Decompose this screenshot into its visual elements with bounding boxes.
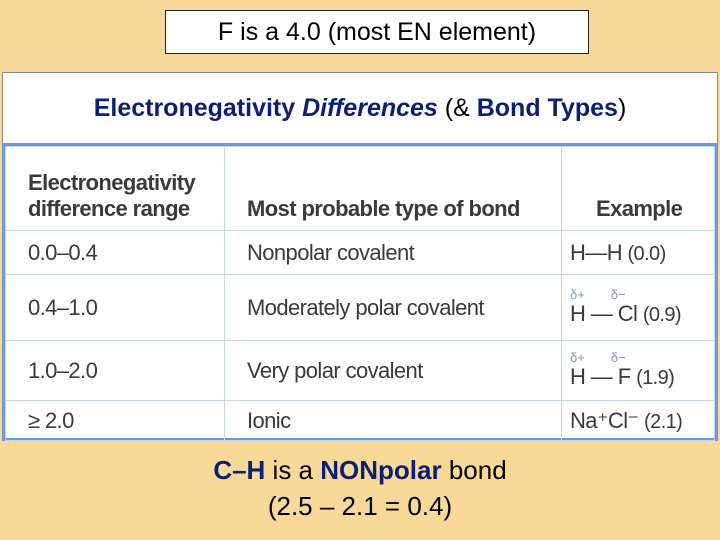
header-cell: Most probable type of bond [224, 146, 562, 231]
footer-line: (2.5 – 2.1 = 0.4) [267, 491, 453, 521]
footer-text: NONpolar [320, 455, 442, 485]
range-cell: 0.0–0.4 [5, 230, 225, 275]
bond-table: Electronegativity difference range Most p… [5, 146, 715, 441]
title-text: Differences [302, 93, 438, 122]
header-text: difference range [28, 196, 190, 221]
range-cell: 0.4–1.0 [5, 274, 225, 341]
example-cell: δ+ δ− H — Cl (0.9) [561, 274, 715, 341]
bond-type-cell: Ionic [224, 400, 562, 441]
bond-type-cell: Very polar covalent [224, 340, 562, 401]
footer-text: bond [441, 455, 507, 485]
title-text: Bond Types [476, 93, 618, 122]
header-row: Electronegativity difference range Most p… [5, 146, 715, 231]
header-text: Electronegativity [28, 170, 196, 195]
example-cell: δ+ δ− H — F (1.9) [561, 340, 715, 401]
example-formula: Na⁺Cl⁻ [570, 407, 639, 433]
example-value: (1.9) [636, 367, 675, 389]
example-value: (0.9) [642, 304, 682, 326]
example-formula: H—H [570, 239, 623, 265]
example-formula: H — Cl [570, 301, 638, 326]
footer-text: C–H [213, 455, 266, 485]
range-cell: 1.0–2.0 [5, 340, 225, 401]
example-cell: H—H (0.0) [561, 230, 715, 275]
partial-charges: δ+ δ− [570, 288, 714, 301]
bond-type-cell: Nonpolar covalent [224, 230, 562, 275]
footer-text: is a [265, 455, 321, 485]
title-text: ) [617, 93, 627, 122]
bond-type-cell: Moderately polar covalent [224, 274, 562, 341]
example-cell: Na⁺Cl⁻ (2.1) [561, 400, 715, 441]
table-body: Electronegativity difference range Most p… [5, 146, 715, 441]
table: Electronegativity difference range Most p… [2, 143, 718, 441]
table-row: 1.0–2.0 Very polar covalent δ+ δ− H — F (1.9… [5, 340, 715, 401]
partial-charge: δ− [610, 287, 626, 302]
header-cell: Electronegativity difference range [5, 146, 225, 231]
partial-charges: δ+ δ− [570, 351, 714, 364]
range-cell: ≥ 2.0 [5, 400, 225, 441]
example-formula: H — F [570, 364, 631, 389]
table-row: ≥ 2.0 Ionic Na⁺Cl⁻ (2.1) [5, 400, 715, 441]
partial-charge: δ+ [570, 287, 585, 302]
partial-charge: δ+ [570, 350, 585, 365]
title: Electronegativity Differences (& Bond Ty… [2, 72, 718, 144]
example-value: (0.0) [627, 242, 667, 265]
partial-charge: δ− [610, 350, 626, 365]
footer-line: C–H is a NONpolar bond [0, 452, 720, 488]
footer: C–H is a NONpolar bond (2.5 – 2.1 = 0.4) [0, 452, 720, 524]
table-row: 0.4–1.0 Moderately polar covalent δ+ δ− H — … [5, 274, 715, 341]
header-cell: Example [561, 146, 715, 231]
title-text: Electronegativity [93, 93, 303, 122]
example-value: (2.1) [644, 410, 683, 433]
title-text: (& [437, 93, 477, 122]
table-row: 0.0–0.4 Nonpolar covalent H—H (0.0) [5, 230, 715, 275]
header-box: F is a 4.0 (most EN element) [165, 10, 589, 54]
